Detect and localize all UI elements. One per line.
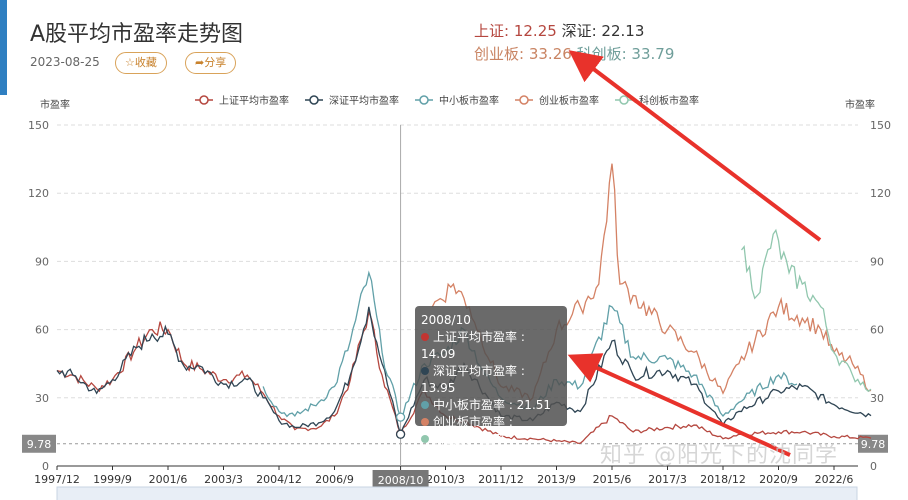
series-dot-icon (421, 435, 429, 443)
legend-marker-icon (199, 95, 209, 105)
annotation-arrow (567, 353, 791, 457)
x-tick-label: 2003/3 (204, 473, 243, 486)
legend-item[interactable]: 创业板市盈率 (539, 94, 599, 107)
y-tick-right: 120 (870, 187, 891, 200)
crosshair-label: 2008/10 (378, 474, 424, 487)
x-tick-label: 2017/3 (648, 473, 687, 486)
legend-item[interactable]: 中小板市盈率 (439, 94, 499, 107)
tooltip-date: 2008/10 (421, 313, 471, 327)
cy-value: 33.26 (528, 45, 572, 63)
tooltip: 2008/10 上证平均市盈率 : 14.09 深证平均市盈率 : 13.95 中小… (415, 306, 567, 446)
tooltip-row-label: 上证平均市盈率 : 14.09 (421, 330, 525, 361)
y-tick-left: 90 (35, 255, 49, 268)
y-tick-right: 30 (870, 392, 884, 405)
y-tick-left: 0 (42, 460, 49, 473)
legend-marker-icon (419, 95, 429, 105)
crosshair-label-bg (372, 470, 429, 490)
markline-label-left: 9.78 (27, 438, 52, 451)
x-tick-label: 2015/6 (593, 473, 632, 486)
x-tick-label: 2006/9 (315, 473, 354, 486)
tooltip-row: 科创板市盈率 : (421, 431, 561, 448)
y-tick-left: 60 (35, 324, 49, 337)
x-tick-label: 1997/12 (34, 473, 80, 486)
series-line (740, 228, 872, 393)
tooltip-row: 深证平均市盈率 : 13.95 (421, 363, 561, 397)
x-tick-label: 2018/12 (700, 473, 746, 486)
series-dot-icon (421, 401, 429, 409)
series-point (395, 429, 406, 439)
y-tick-left: 150 (28, 119, 49, 132)
favorite-button[interactable]: ☆收藏 (115, 52, 167, 74)
y-axis-label-right: 市盈率 (845, 98, 875, 111)
legend-item[interactable]: 深证平均市盈率 (329, 94, 399, 107)
y-tick-right: 0 (870, 460, 877, 473)
tooltip-row: 上证平均市盈率 : 14.09 (421, 329, 561, 363)
y-tick-left: 30 (35, 392, 49, 405)
series-dot-icon (421, 418, 429, 426)
x-tick-label: 2011/12 (478, 473, 524, 486)
x-tick-label: 2010/3 (426, 473, 465, 486)
sz-value: 22.13 (601, 22, 645, 40)
y-axis-label-left: 市盈率 (40, 98, 70, 111)
x-tick-label: 1999/9 (93, 473, 132, 486)
sz-label: 深证: (561, 22, 597, 40)
datazoom-slider[interactable] (56, 486, 858, 500)
x-tick-label: 2001/6 (149, 473, 188, 486)
tooltip-row-label: 创业板市盈率 : (433, 415, 513, 429)
series-dot-icon (421, 333, 429, 341)
y-tick-right: 150 (870, 119, 891, 132)
y-tick-right: 60 (870, 324, 884, 337)
y-tick-left: 120 (28, 187, 49, 200)
watermark: 知乎 @阳光下的沈同学 (600, 443, 838, 468)
y-tick-right: 90 (870, 255, 884, 268)
share-button[interactable]: ➦分享 (185, 52, 237, 74)
x-tick-label: 2022/6 (815, 473, 854, 486)
series-point (395, 412, 406, 422)
markline-label-bg-right (858, 434, 888, 453)
tooltip-row: 创业板市盈率 : (421, 414, 561, 431)
tooltip-row-label: 科创板市盈率 : (433, 432, 513, 446)
legend-item[interactable]: 科创板市盈率 (639, 94, 699, 107)
series-dot-icon (421, 367, 429, 375)
tooltip-row-label: 深证平均市盈率 : 13.95 (421, 364, 525, 395)
legend-marker-icon (309, 95, 319, 105)
sh-label: 上证: (474, 22, 510, 40)
x-tick-label: 2013/9 (537, 473, 576, 486)
annotation-arrow (568, 50, 822, 242)
page-title: A股平均市盈率走势图 (30, 22, 244, 47)
kc-value: 33.79 (631, 45, 675, 63)
legend-item[interactable]: 上证平均市盈率 (219, 94, 289, 107)
tooltip-row: 中小板市盈率 : 21.51 (421, 397, 561, 414)
markline-label-right: 9.78 (861, 438, 886, 451)
accent-bar (0, 0, 7, 95)
markline-label-bg-left (22, 434, 56, 453)
legend-marker-icon (519, 95, 529, 105)
date-label: 2023-08-25 (30, 55, 100, 69)
sh-value: 12.25 (513, 22, 557, 40)
legend-marker-icon (619, 95, 629, 105)
x-tick-label: 2020/9 (759, 473, 798, 486)
tooltip-row-label: 中小板市盈率 : 21.51 (433, 398, 552, 412)
cy-label: 创业板: (474, 45, 525, 63)
x-tick-label: 2004/12 (256, 473, 302, 486)
